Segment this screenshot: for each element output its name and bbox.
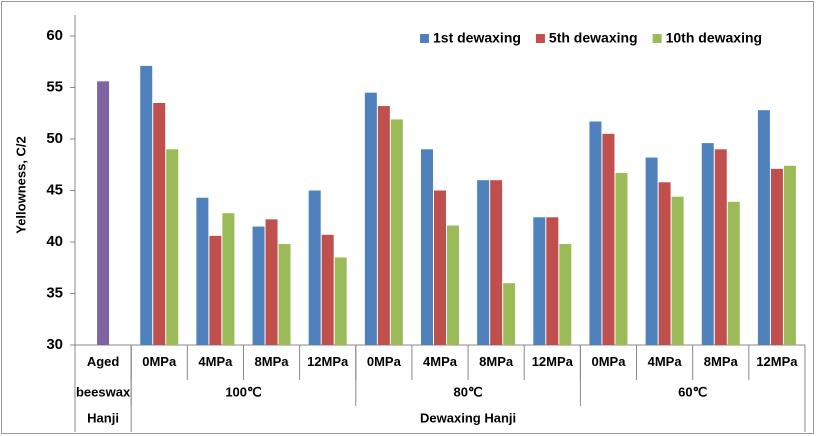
legend-swatch — [652, 34, 662, 43]
x-tick-label: 4MPa — [423, 354, 458, 369]
legend-swatch — [535, 34, 545, 43]
y-tick-label: 40 — [46, 233, 63, 250]
bar — [209, 235, 222, 345]
bar — [783, 165, 796, 345]
bar — [166, 149, 179, 345]
bar — [615, 172, 628, 345]
x-tick-label: 0MPa — [367, 354, 402, 369]
bar — [671, 196, 684, 345]
x-tick-label: 4MPa — [198, 354, 233, 369]
bar — [770, 168, 783, 345]
bar — [447, 225, 459, 345]
x-tick-label: 0MPa — [142, 354, 177, 369]
bar — [390, 119, 403, 346]
bar — [334, 257, 347, 345]
y-tick-label: 45 — [46, 181, 63, 198]
bar — [533, 217, 546, 345]
bar — [265, 219, 278, 345]
bar — [364, 92, 377, 346]
bar — [308, 190, 321, 345]
bar — [153, 102, 166, 345]
y-axis-label: Yellowness, C/2 — [13, 136, 28, 234]
x-tick-label: 12MPa — [307, 354, 349, 369]
bar — [757, 110, 770, 345]
bar — [559, 244, 572, 345]
x-tick-label: 8MPa — [479, 354, 514, 369]
bar — [421, 149, 433, 345]
group-label: 80℃ — [454, 384, 483, 399]
bar — [503, 283, 516, 345]
legend-label: 10th dewaxing — [666, 30, 762, 46]
bar — [321, 234, 334, 345]
x-tick-label: 8MPa — [255, 354, 290, 369]
x-tick-label: 4MPa — [648, 354, 683, 369]
bar — [434, 190, 446, 345]
group-label: beeswax — [76, 384, 131, 399]
bar — [602, 133, 615, 345]
x-tick-label: 12MPa — [756, 354, 798, 369]
bar — [701, 143, 714, 345]
legend-label: 1st dewaxing — [433, 30, 521, 46]
bar — [477, 180, 490, 345]
bar — [589, 121, 602, 346]
bar — [645, 157, 658, 345]
group-label: 60℃ — [678, 384, 707, 399]
x-tick-label: 12MPa — [532, 354, 574, 369]
group-label: Hanji — [87, 410, 119, 425]
group-label: 100℃ — [225, 384, 261, 399]
bar — [490, 180, 503, 345]
y-tick-label: 50 — [46, 130, 63, 147]
y-tick-label: 55 — [46, 78, 63, 95]
x-tick-label: Aged — [87, 354, 120, 369]
y-tick-label: 30 — [46, 336, 63, 353]
group-label: Dewaxing Hanji — [420, 410, 516, 425]
bar — [140, 65, 153, 346]
bar — [252, 226, 265, 345]
legend-label: 5th dewaxing — [549, 30, 638, 46]
bar — [97, 81, 110, 345]
x-tick-label: 0MPa — [591, 354, 626, 369]
x-tick-label: 8MPa — [704, 354, 739, 369]
bar — [377, 106, 390, 345]
bar — [196, 197, 209, 345]
bar — [278, 244, 291, 345]
bar — [714, 149, 727, 345]
bar — [658, 182, 671, 345]
bar — [727, 201, 740, 345]
bar — [546, 217, 559, 345]
y-tick-label: 35 — [46, 284, 63, 301]
y-tick-label: 60 — [46, 27, 63, 44]
legend-swatch — [420, 34, 429, 43]
bar — [222, 213, 235, 345]
